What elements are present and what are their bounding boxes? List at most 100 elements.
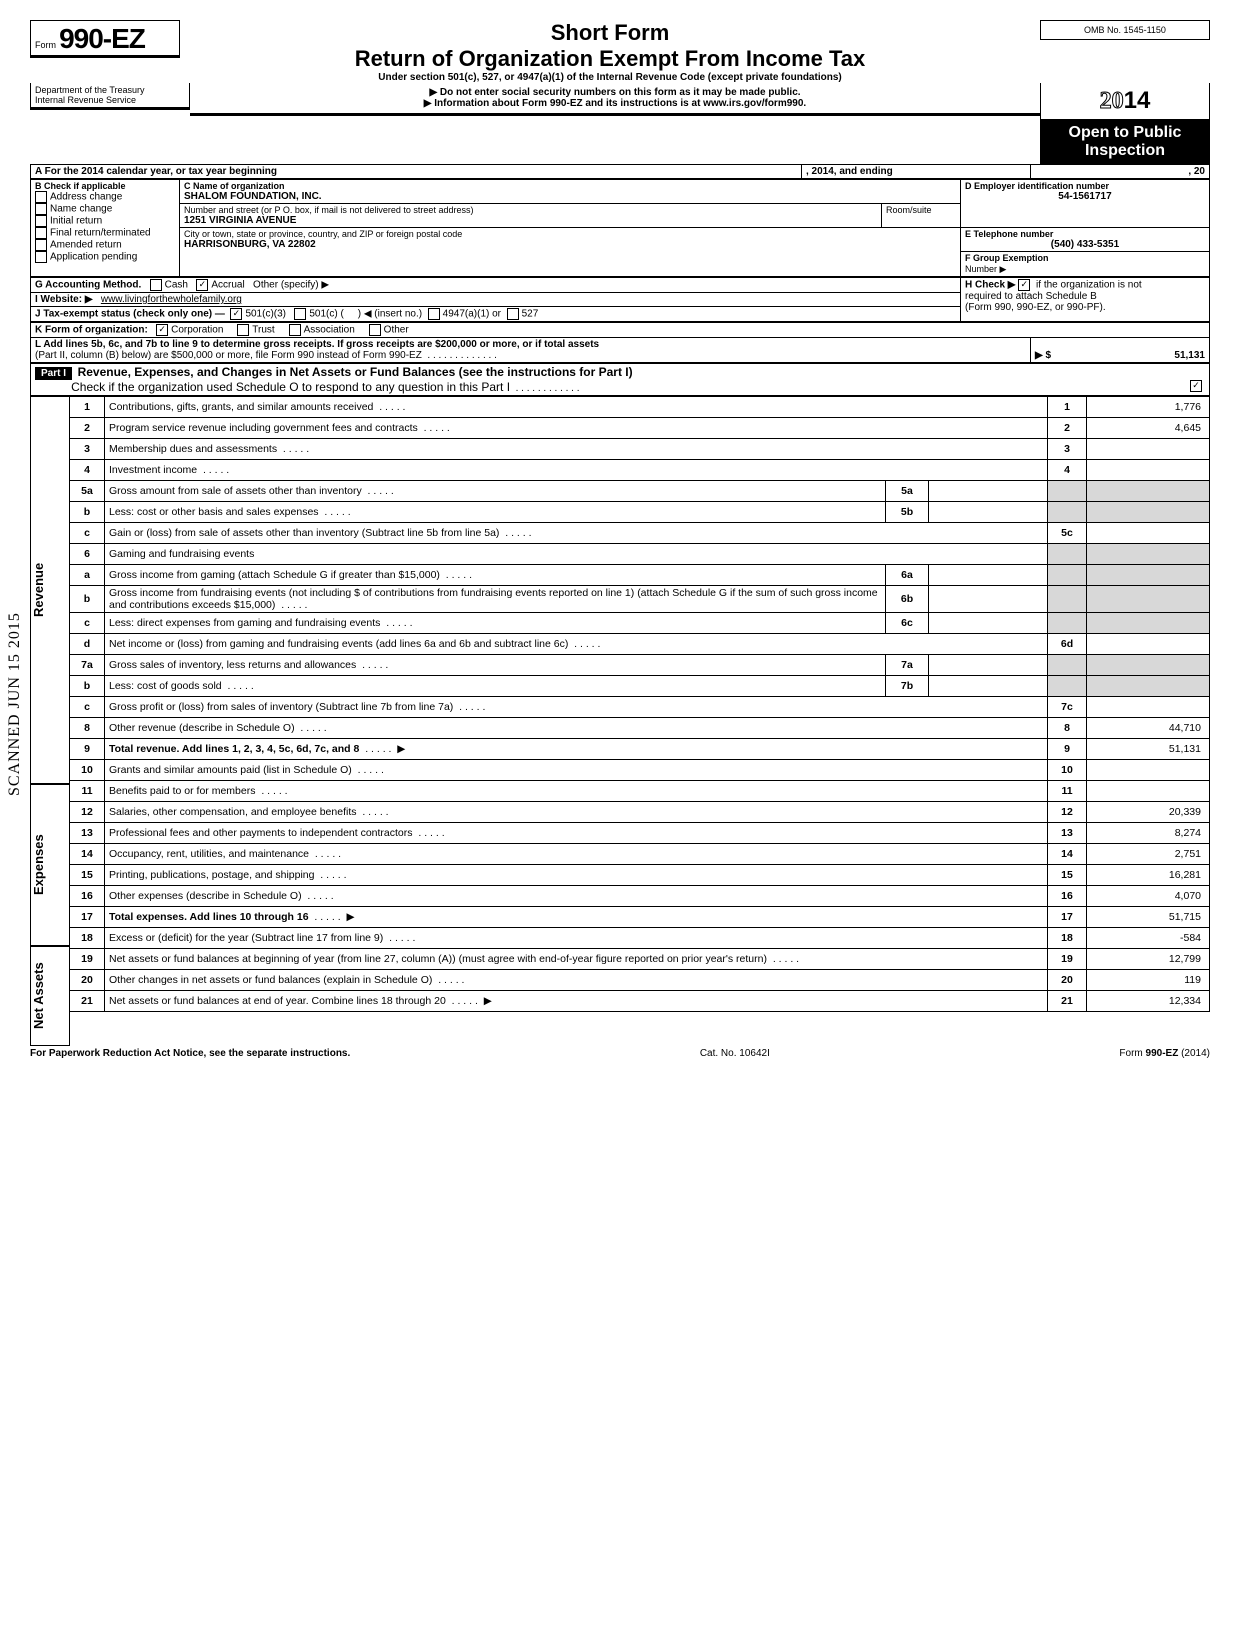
form-word: Form bbox=[35, 40, 56, 50]
chk-501c[interactable] bbox=[294, 308, 306, 320]
inner-line-number: 5a bbox=[886, 481, 929, 502]
footer-left: For Paperwork Reduction Act Notice, see … bbox=[30, 1048, 350, 1059]
line-value: 51,715 bbox=[1087, 907, 1210, 928]
inner-line-value[interactable] bbox=[929, 502, 1048, 523]
inner-line-value[interactable] bbox=[929, 565, 1048, 586]
line-ref: 2 bbox=[1048, 418, 1087, 439]
line-number: 12 bbox=[70, 802, 105, 823]
line-a-label: A For the 2014 calendar year, or tax yea… bbox=[35, 166, 277, 177]
line-number: 10 bbox=[70, 760, 105, 781]
chk-application-pending[interactable] bbox=[35, 251, 47, 263]
opt-other-org: Other bbox=[384, 325, 409, 336]
block-h-1: H Check ▶ bbox=[965, 280, 1015, 291]
line-ref: 21 bbox=[1048, 991, 1087, 1012]
short-form-label: Short Form bbox=[180, 20, 1040, 46]
chk-final-return[interactable] bbox=[35, 227, 47, 239]
line-value: 4,645 bbox=[1087, 418, 1210, 439]
gross-receipts: 51,131 bbox=[1174, 350, 1205, 361]
line-value: 4,070 bbox=[1087, 886, 1210, 907]
line-description: Gross profit or (loss) from sales of inv… bbox=[105, 697, 1048, 718]
chk-name-change[interactable] bbox=[35, 203, 47, 215]
opt-4947: 4947(a)(1) or bbox=[443, 309, 501, 320]
inner-line-number: 7b bbox=[886, 676, 929, 697]
line-number: b bbox=[70, 502, 105, 523]
line-description: Net assets or fund balances at end of ye… bbox=[105, 991, 1048, 1012]
year-prefix: 20 bbox=[1100, 88, 1124, 114]
chk-trust[interactable] bbox=[237, 324, 249, 336]
opt-527: 527 bbox=[522, 309, 539, 320]
line-number: 2 bbox=[70, 418, 105, 439]
line-value: 2,751 bbox=[1087, 844, 1210, 865]
line-ref: 18 bbox=[1048, 928, 1087, 949]
line-description: Other revenue (describe in Schedule O) .… bbox=[105, 718, 1048, 739]
inner-line-value[interactable] bbox=[929, 613, 1048, 634]
line-number: 21 bbox=[70, 991, 105, 1012]
line-row: 15Printing, publications, postage, and s… bbox=[70, 865, 1210, 886]
chk-accrual[interactable]: ✓ bbox=[196, 279, 208, 291]
line-number: 17 bbox=[70, 907, 105, 928]
line-row: 3Membership dues and assessments . . . .… bbox=[70, 439, 1210, 460]
line-row: 9Total revenue. Add lines 1, 2, 3, 4, 5c… bbox=[70, 739, 1210, 760]
chk-address-change[interactable] bbox=[35, 191, 47, 203]
org-name: SHALOM FOUNDATION, INC. bbox=[184, 191, 956, 202]
inner-line-value[interactable] bbox=[929, 586, 1048, 613]
chk-527[interactable] bbox=[507, 308, 519, 320]
chk-schedule-b[interactable]: ✓ bbox=[1018, 279, 1030, 291]
chk-corporation[interactable]: ✓ bbox=[156, 324, 168, 336]
inner-line-value[interactable] bbox=[929, 481, 1048, 502]
block-i-label: I Website: ▶ bbox=[35, 294, 93, 305]
line-number: c bbox=[70, 697, 105, 718]
line-ref: 20 bbox=[1048, 970, 1087, 991]
block-f-hdr: F Group Exemption bbox=[965, 253, 1049, 263]
line-description: Excess or (deficit) for the year (Subtra… bbox=[105, 928, 1048, 949]
line-value-shaded bbox=[1087, 613, 1210, 634]
opt-accrual: Accrual bbox=[211, 280, 244, 291]
block-j-label: J Tax-exempt status (check only one) — bbox=[35, 309, 225, 320]
opt-insert-no: ) ◀ (insert no.) bbox=[358, 309, 422, 320]
line-ref: 5c bbox=[1048, 523, 1087, 544]
inner-line-number: 6b bbox=[886, 586, 929, 613]
block-l-1: L Add lines 5b, 6c, and 7b to line 9 to … bbox=[35, 339, 599, 350]
line-ref-shaded bbox=[1048, 565, 1087, 586]
inner-line-value[interactable] bbox=[929, 655, 1048, 676]
chk-cash[interactable] bbox=[150, 279, 162, 291]
line-number: 3 bbox=[70, 439, 105, 460]
chk-other-org[interactable] bbox=[369, 324, 381, 336]
part-1-header: Part I Revenue, Expenses, and Changes in… bbox=[30, 363, 1210, 396]
subtitle: Under section 501(c), 527, or 4947(a)(1)… bbox=[180, 72, 1040, 83]
line-value-shaded bbox=[1087, 676, 1210, 697]
line-row: 2Program service revenue including gover… bbox=[70, 418, 1210, 439]
chk-association[interactable] bbox=[289, 324, 301, 336]
block-h-4: (Form 990, 990-EZ, or 990-PF). bbox=[965, 302, 1106, 313]
opt-association: Association bbox=[304, 325, 355, 336]
line-row: 19Net assets or fund balances at beginni… bbox=[70, 949, 1210, 970]
line-description: Gross income from gaming (attach Schedul… bbox=[105, 565, 886, 586]
line-value-shaded bbox=[1087, 565, 1210, 586]
ein: 54-1561717 bbox=[965, 191, 1205, 202]
part-1-label: Part I bbox=[35, 367, 72, 380]
dept-irs: Internal Revenue Service bbox=[35, 95, 185, 105]
chk-4947[interactable] bbox=[428, 308, 440, 320]
line-number: 1 bbox=[70, 397, 105, 418]
inner-line-number: 7a bbox=[886, 655, 929, 676]
line-description: Investment income . . . . . bbox=[105, 460, 1048, 481]
side-net-assets: Net Assets bbox=[30, 946, 70, 1046]
line-description: Less: direct expenses from gaming and fu… bbox=[105, 613, 886, 634]
line-ref-shaded bbox=[1048, 676, 1087, 697]
line-k-l: K Form of organization: ✓Corporation Tru… bbox=[30, 322, 1210, 363]
line-value: 12,799 bbox=[1087, 949, 1210, 970]
chk-501c3[interactable]: ✓ bbox=[230, 308, 242, 320]
inner-line-value[interactable] bbox=[929, 676, 1048, 697]
line-ref: 11 bbox=[1048, 781, 1087, 802]
line-number: 13 bbox=[70, 823, 105, 844]
form-header-2: Department of the Treasury Internal Reve… bbox=[30, 83, 1210, 164]
chk-initial-return[interactable] bbox=[35, 215, 47, 227]
line-row: 18Excess or (deficit) for the year (Subt… bbox=[70, 928, 1210, 949]
year: 14 bbox=[1124, 87, 1151, 114]
line-row: 17Total expenses. Add lines 10 through 1… bbox=[70, 907, 1210, 928]
line-row: 4Investment income . . . . .4 bbox=[70, 460, 1210, 481]
open-public-2: Inspection bbox=[1046, 142, 1204, 160]
line-ref: 12 bbox=[1048, 802, 1087, 823]
chk-schedule-o[interactable]: ✓ bbox=[1190, 380, 1202, 392]
chk-amended-return[interactable] bbox=[35, 239, 47, 251]
